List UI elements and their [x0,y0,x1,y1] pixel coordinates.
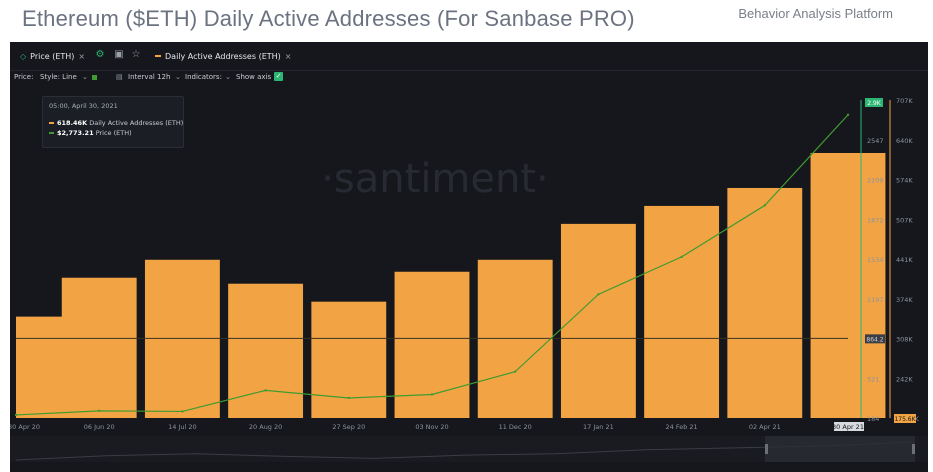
price-axis-tick-label: 1197 [867,296,884,304]
daa-axis-tick-label: 640K [896,137,913,145]
reference-tag-label: 864.2 [866,336,883,343]
daa-axis-tick-label: 574K [896,177,913,185]
bar [560,223,636,418]
options-bar: Price: Style: Line ⌄ ⌄ ▤ Interval 12h ⌄ … [10,71,928,85]
bar [311,301,387,418]
tab-daily-active-addresses[interactable]: Daily Active Addresses (ETH) × [155,48,291,64]
x-axis-tick-label: 17 Jan 21 [583,423,614,431]
price-axis-tick-label: 1534 [867,256,884,264]
lock-icon[interactable]: ▣ [114,49,124,60]
x-axis-tick-label: 14 Jul 20 [168,423,197,431]
tooltip-date: 05:00, April 30, 2021 [49,102,118,110]
x-axis-tick-label: 03 Nov 20 [415,423,448,431]
daa-axis-tick-label: 441K [896,256,913,264]
price-axis-tick-label: 184 [867,415,879,423]
tooltip-daa-label: Daily Active Addresses (ETH) [89,119,184,127]
interval-icon: ▤ [116,73,123,81]
x-axis-tick-label: 27 Sep 20 [332,423,365,431]
bar [644,205,720,418]
bar [228,283,304,418]
series-color-icon [49,132,54,134]
watermark: ·santiment· [321,156,549,202]
series-color-icon [49,122,54,124]
daa-axis-tick-label: 374K [896,296,913,304]
navigator-handle-right [912,444,915,454]
bar [810,152,886,418]
show-axis-label: Show axis [236,73,272,81]
price-point [181,410,184,413]
reference-tag [865,334,885,344]
close-icon[interactable]: × [78,51,86,61]
platform-label: Behavior Analysis Platform [738,6,893,21]
price-last-marker [865,98,883,107]
price-point [430,393,434,396]
price-point [514,370,517,373]
price-point [763,204,766,207]
chart-panel: ◇ Price (ETH) × ⚙ ▣ ☆ Daily Active Addre… [10,42,928,472]
metric-tab-bar: ◇ Price (ETH) × ⚙ ▣ ☆ Daily Active Addre… [10,42,928,71]
x-axis-tick-label: 02 Apr 21 [749,423,781,431]
price-axis-tick-label: 2547 [867,137,884,145]
x-axis-tick-label: 24 Feb 21 [666,423,698,431]
x-axis-tick-label: 11 Dec 20 [499,423,532,431]
price-point [846,113,850,117]
price-axis-tick-label: 1872 [867,216,884,224]
x-axis-tick-label: 20 Aug 20 [249,423,282,431]
tooltip-row-daa: 618.46K Daily Active Addresses (ETH) [49,119,183,127]
style-select[interactable]: Style: Line [40,73,77,81]
price-axis-tick-label: 2209 [867,177,884,185]
color-select[interactable]: ⌄ [92,73,98,81]
bar [477,259,553,418]
chart-svg[interactable]: ·santiment· 2.9K 2547 2209 1872 1534 1197 864.… [10,42,928,472]
bar [144,259,220,418]
show-axis-checkbox[interactable]: ✓ [274,72,283,81]
cursor-date-marker [834,422,864,431]
price-point [264,389,267,392]
tooltip-price-label: Price (ETH) [95,129,132,137]
price-last-marker-label: 2.9K [867,100,882,107]
x-axis-tick-label: 30 Apr 21 [832,423,864,431]
navigator-handle-left [765,444,768,454]
x-axis-tick-label: 06 Jun 20 [84,423,115,431]
bar [61,277,137,418]
chart-tooltip: 05:00, April 30, 2021 618.46K Daily Acti… [42,96,184,148]
chevron-down-icon[interactable]: ⌄ [225,73,231,81]
bar [727,187,803,418]
daa-last-marker-label: 175.6K [894,416,916,423]
tab-label: Price (ETH) [30,51,75,61]
series-color-icon [155,55,161,57]
indicators-select[interactable]: Indicators: [185,73,222,81]
price-point [680,255,683,259]
price-label: Price: [14,73,34,81]
axes: 2.9K 2547 2209 1872 1534 1197 864.2 521 184 707K 6… [10,97,920,431]
daa-axis-tick-label: 507K [896,216,913,224]
daa-axis-tick-label: 308K [896,336,913,344]
price-line-series [14,113,850,417]
chevron-down-icon[interactable]: ⌄ [82,73,88,81]
price-point [597,293,600,296]
tab-price-eth[interactable]: ◇ Price (ETH) × [20,48,85,64]
close-icon[interactable]: × [284,51,292,61]
daa-axis-tick-label: 242K [896,375,913,383]
tooltip-daa-value: 618.46K [57,119,88,127]
settings-icon[interactable]: ⚙ [95,49,105,60]
diamond-icon: ◇ [20,51,27,61]
tooltip-row-price: $2,773.21 Price (ETH) [49,129,132,137]
daa-last-marker [894,414,916,423]
daa-axis-tick-label: 707K [896,97,913,105]
price-axis-tick-label: 521 [867,375,879,383]
interval-select[interactable]: Interval 12h [128,73,171,81]
page-title: Ethereum ($ETH) Daily Active Addresses (… [22,6,635,31]
chevron-down-icon[interactable]: ⌄ [175,73,181,81]
star-icon[interactable]: ☆ [131,49,141,60]
navigator-selection [765,436,915,462]
navigator-strip[interactable] [10,436,928,462]
x-axis-tick-label: 30 Apr 20 [10,423,40,431]
price-point [14,413,18,417]
tooltip-price-value: $2,773.21 [57,129,94,137]
price-point [98,409,101,413]
tab-label: Daily Active Addresses (ETH) [165,51,281,61]
price-point [347,396,350,400]
